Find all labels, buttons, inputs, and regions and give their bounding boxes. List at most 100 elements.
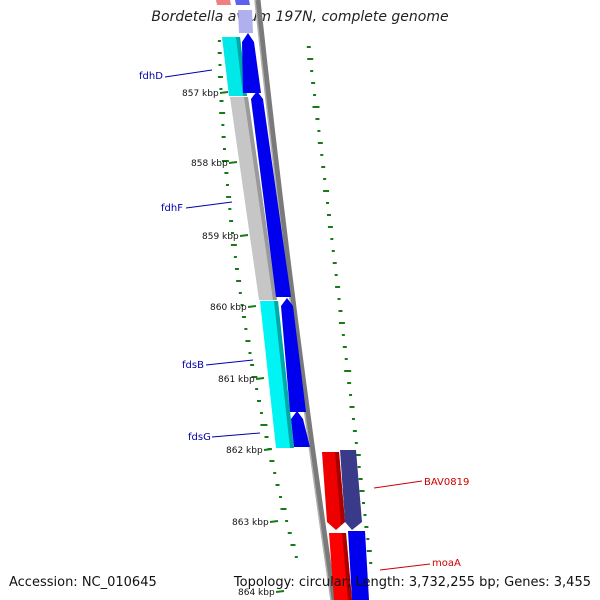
- gene-top-red-partial: [216, 0, 231, 5]
- gene-label-fdsg: fdsG: [188, 432, 211, 443]
- gc-tick: [363, 514, 367, 516]
- gc-tick: [315, 118, 320, 120]
- gene-label-leader: [205, 359, 254, 366]
- gene-label-fdhd: fdhD: [139, 71, 163, 82]
- gc-tick: [349, 406, 355, 408]
- gc-tick: [230, 232, 234, 234]
- gene-label-moaa: moaA: [432, 558, 461, 569]
- kbp-label: 862 kbp: [226, 446, 263, 456]
- kbp-label: 864 kbp: [238, 588, 275, 598]
- gc-tick: [364, 526, 369, 528]
- gene-fdhF: [230, 97, 277, 300]
- gc-tick: [279, 496, 283, 498]
- gc-tick: [228, 208, 232, 210]
- gc-tick: [219, 112, 226, 114]
- gene-blue-fdhD: [242, 33, 261, 93]
- gc-tick: [221, 124, 225, 126]
- gc-tick: [255, 388, 259, 390]
- gc-tick: [354, 442, 358, 444]
- gc-tick: [226, 196, 232, 198]
- gene-label-leader: [211, 432, 261, 438]
- accession-text: Accession: NC_010645: [9, 575, 157, 590]
- gc-tick: [337, 298, 341, 300]
- gc-tick: [234, 268, 239, 270]
- gc-tick: [362, 502, 366, 504]
- gc-tick: [359, 490, 365, 492]
- gc-tick: [344, 358, 348, 360]
- gc-tick: [217, 76, 223, 78]
- gc-tick: [366, 538, 370, 540]
- gene-label-leader: [373, 480, 423, 489]
- gc-tick: [221, 160, 229, 162]
- gc-tick: [250, 364, 255, 366]
- gc-tick: [317, 130, 321, 132]
- gc-tick: [217, 52, 222, 54]
- gc-tick: [236, 280, 242, 282]
- gc-tick: [285, 520, 289, 522]
- gene-fdsB: [260, 301, 294, 448]
- position-labels: 857 kbp 858 kbp 859 kbp 860 kbp 861 kbp 862 k…: [182, 89, 285, 598]
- gc-tick: [219, 100, 224, 102]
- gc-tick: [369, 562, 373, 564]
- gene-label-leader: [379, 563, 431, 571]
- gc-tick: [260, 424, 268, 426]
- gc-tick: [240, 304, 244, 306]
- kbp-tick: [228, 161, 238, 164]
- gc-tick: [219, 88, 223, 90]
- gc-tick: [338, 310, 343, 312]
- gc-tick: [358, 478, 363, 480]
- gc-tick: [341, 334, 345, 336]
- gc-tick: [357, 466, 361, 468]
- gc-tick: [327, 226, 333, 228]
- gc-tick: [307, 58, 314, 60]
- gene-blue-fdsG: [291, 411, 310, 447]
- gc-tick: [287, 532, 292, 534]
- kbp-tick: [255, 377, 265, 380]
- gc-tick: [238, 292, 242, 294]
- gc-tick: [338, 322, 345, 324]
- kbp-label: 860 kbp: [210, 303, 247, 313]
- gc-tick: [351, 418, 355, 420]
- gene-label-bav0819: BAV0819: [424, 477, 469, 488]
- gc-tick: [313, 94, 317, 96]
- kbp-label: 863 kbp: [232, 518, 269, 528]
- gc-tick: [224, 172, 229, 174]
- kbp-tick: [263, 448, 273, 451]
- gene-top-lavender: [238, 10, 253, 33]
- gc-tick: [259, 412, 263, 414]
- gene-label-leader: [185, 201, 233, 209]
- gc-tick: [233, 256, 237, 258]
- gene-top-blue-partial: [235, 0, 250, 5]
- gc-tick: [222, 148, 226, 150]
- gc-tick: [229, 220, 234, 222]
- gene-label-fdhf: fdhF: [161, 203, 183, 214]
- gc-tick: [273, 472, 277, 474]
- gc-tick: [218, 64, 222, 66]
- gc-tick: [352, 430, 357, 432]
- gene-label-leader: [164, 69, 213, 78]
- gc-tick: [321, 166, 326, 168]
- kbp-tick: [219, 91, 229, 94]
- kbp-label: 858 kbp: [191, 159, 228, 169]
- gc-tick: [241, 316, 246, 318]
- gc-tick: [323, 178, 327, 180]
- gene-BAV0819: [340, 450, 362, 530]
- gc-tick: [311, 82, 316, 84]
- gc-tick: [244, 328, 248, 330]
- gc-tick: [342, 346, 347, 348]
- kbp-label: 857 kbp: [182, 89, 219, 99]
- gc-tick: [332, 262, 337, 264]
- gc-tick: [217, 40, 221, 42]
- gc-tick: [221, 136, 226, 138]
- gc-tick: [331, 250, 335, 252]
- gc-tick: [326, 214, 331, 216]
- kbp-label: 861 kbp: [218, 375, 255, 385]
- gc-tick: [317, 142, 323, 144]
- gc-tick: [245, 340, 251, 342]
- gc-tick: [323, 190, 330, 192]
- gene-label-fdsb: fdsB: [182, 360, 204, 371]
- gc-tick: [366, 550, 372, 552]
- gc-tick: [230, 244, 237, 246]
